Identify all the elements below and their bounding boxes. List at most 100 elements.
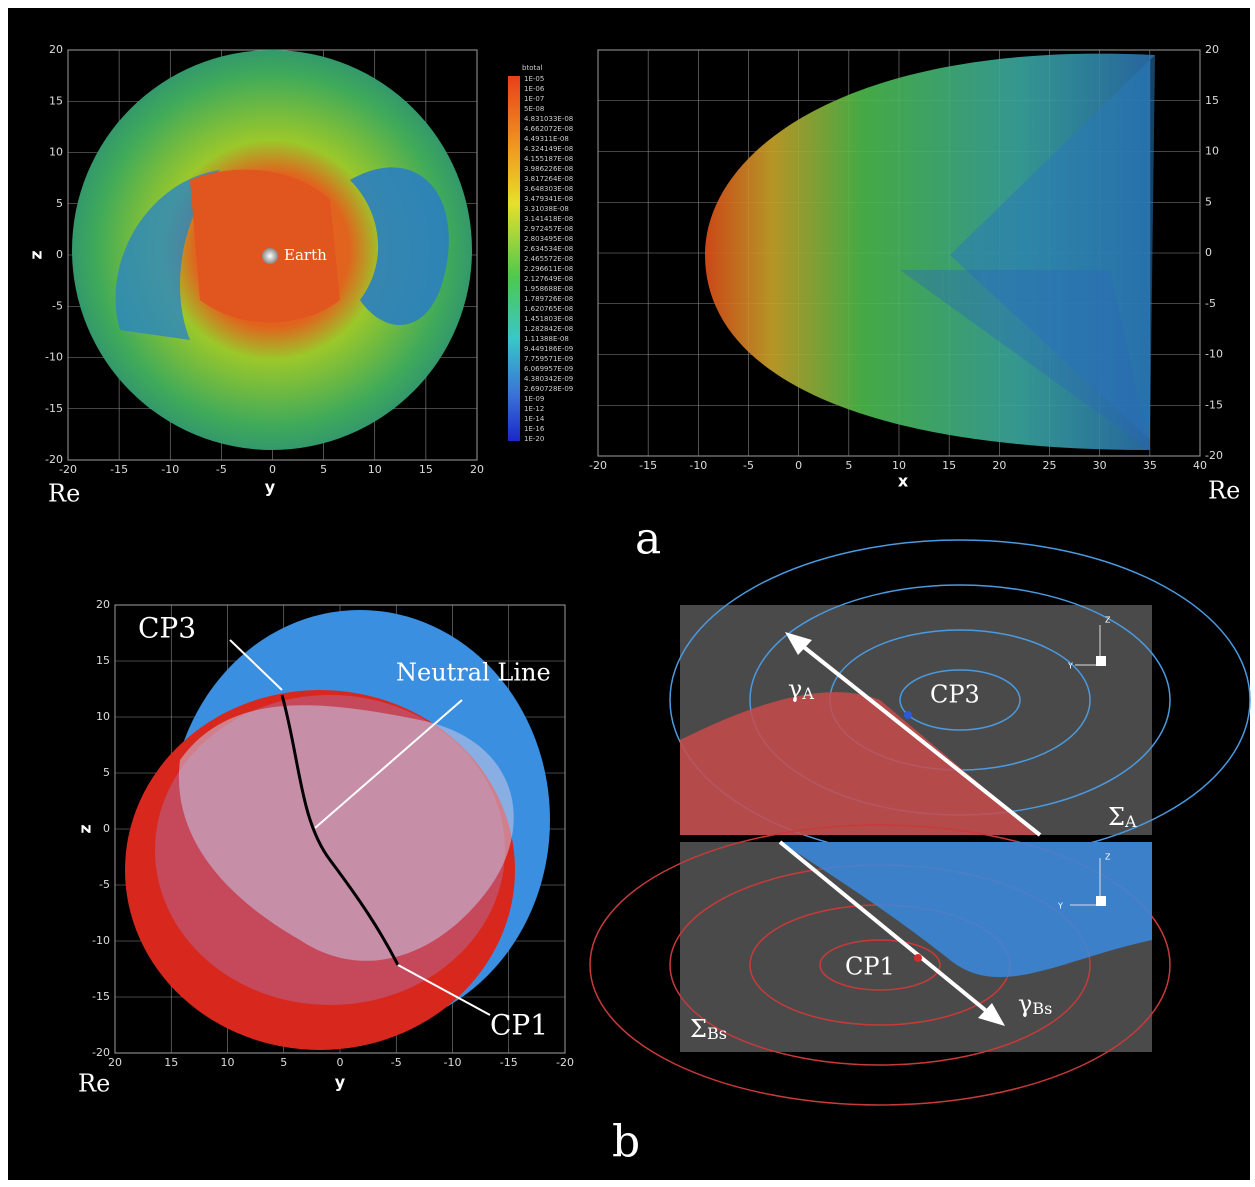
y-tick-label: -20 bbox=[1205, 449, 1223, 462]
y-axis-label: z bbox=[76, 824, 95, 833]
x-tick-label: 5 bbox=[280, 1056, 287, 1069]
y-tick-label: -15 bbox=[1205, 398, 1223, 411]
colorbar-label: 9.449186E-09 bbox=[524, 345, 573, 353]
colorbar-label: 1E-06 bbox=[524, 85, 545, 93]
y-tick-label: 20 bbox=[49, 43, 63, 56]
x-tick-label: 15 bbox=[419, 463, 433, 476]
x-tick-label: 10 bbox=[892, 459, 906, 472]
y-tick-label: 0 bbox=[1205, 246, 1212, 259]
colorbar-label: 3.648303E-08 bbox=[524, 185, 573, 193]
colorbar-label: 3.479341E-08 bbox=[524, 195, 573, 203]
x-tick-label: -20 bbox=[556, 1056, 574, 1069]
colorbar-title: btotal bbox=[522, 64, 543, 72]
colorbar-label: 1E-05 bbox=[524, 75, 544, 83]
earth-label: Earth bbox=[284, 246, 327, 264]
y-tick-label: 5 bbox=[56, 197, 63, 210]
x-tick-label: -15 bbox=[500, 1056, 518, 1069]
x-tick-label: -5 bbox=[391, 1056, 402, 1069]
x-tick-label: 15 bbox=[942, 459, 956, 472]
colorbar-label: 2.465572E-08 bbox=[524, 255, 573, 263]
colorbar-label: 4.380342E-09 bbox=[524, 375, 573, 383]
x-tick-label: 20 bbox=[108, 1056, 122, 1069]
x-tick-label: 0 bbox=[269, 463, 276, 476]
x-tick-label: -15 bbox=[110, 463, 128, 476]
colorbar-label: 2.690728E-09 bbox=[524, 385, 573, 393]
y-tick-label: -5 bbox=[99, 878, 110, 891]
y-tick-label: 15 bbox=[96, 654, 110, 667]
y-tick-label: 15 bbox=[1205, 94, 1219, 107]
y-tick-label: 20 bbox=[1205, 43, 1219, 56]
y-tick-label: -5 bbox=[1205, 297, 1216, 310]
colorbar-label: 1.282842E-08 bbox=[524, 325, 573, 333]
x-tick-label: 25 bbox=[1043, 459, 1057, 472]
colorbar-label: 1E-09 bbox=[524, 395, 544, 403]
y-tick-label: -10 bbox=[92, 934, 110, 947]
x-tick-label: 20 bbox=[992, 459, 1006, 472]
axis-label: Z bbox=[1105, 853, 1111, 862]
colorbar-label: 1E-07 bbox=[524, 95, 544, 103]
panel-label: b bbox=[612, 1117, 640, 1168]
unit-label: Re bbox=[1208, 477, 1240, 505]
x-axis-label: y bbox=[335, 1073, 346, 1092]
y-tick-label: 10 bbox=[96, 710, 110, 723]
annotation: CP3 bbox=[138, 612, 196, 645]
colorbar-label: 2.634534E-08 bbox=[524, 245, 573, 253]
y-tick-label: 0 bbox=[103, 822, 110, 835]
y-tick-label: 15 bbox=[49, 94, 63, 107]
y-tick-label: -15 bbox=[92, 990, 110, 1003]
colorbar-label: 6.069957E-09 bbox=[524, 365, 573, 373]
x-tick-label: 30 bbox=[1093, 459, 1107, 472]
colorbar-label: 2.296611E-08 bbox=[524, 265, 573, 273]
y-tick-label: -10 bbox=[1205, 348, 1223, 361]
colorbar-label: 3.986226E-08 bbox=[524, 165, 573, 173]
x-tick-label: 15 bbox=[164, 1056, 178, 1069]
colorbar-label: 1E-16 bbox=[524, 425, 545, 433]
x-tick-label: -10 bbox=[161, 463, 179, 476]
x-tick-label: -10 bbox=[689, 459, 707, 472]
colorbar-label: 1.958688E-08 bbox=[524, 285, 573, 293]
x-tick-label: -10 bbox=[444, 1056, 462, 1069]
y-tick-label: -20 bbox=[92, 1046, 110, 1059]
x-tick-label: -5 bbox=[743, 459, 754, 472]
x-axis-label: x bbox=[898, 472, 909, 491]
x-tick-label: 35 bbox=[1143, 459, 1157, 472]
colorbar-label: 4.49311E-08 bbox=[524, 135, 569, 143]
y-tick-label: 20 bbox=[96, 598, 110, 611]
axis-label: Y bbox=[1057, 902, 1063, 911]
colorbar-label: 4.831033E-08 bbox=[524, 115, 573, 123]
unit-label: Re bbox=[78, 1070, 110, 1098]
x-tick-label: 0 bbox=[795, 459, 802, 472]
colorbar-label: 2.127649E-08 bbox=[524, 275, 573, 283]
y-tick-label: 10 bbox=[49, 146, 63, 159]
x-axis-label: y bbox=[265, 478, 276, 497]
colorbar-label: 1E-12 bbox=[524, 405, 544, 413]
page: {"panel_a": {"label": "a", "left_plot": … bbox=[0, 0, 1255, 1187]
colorbar-label: 4.155187E-08 bbox=[524, 155, 573, 163]
colorbar-label: 7.759571E-09 bbox=[524, 355, 573, 363]
colorbar-label: 1E-20 bbox=[524, 435, 544, 443]
y-tick-label: 5 bbox=[1205, 195, 1212, 208]
colorbar-label: 2.972457E-08 bbox=[524, 225, 573, 233]
earth-marker bbox=[262, 248, 278, 264]
x-tick-label: -5 bbox=[216, 463, 227, 476]
point-label: CP3 bbox=[930, 681, 980, 709]
unit-label: Re bbox=[48, 480, 80, 508]
colorbar-label: 1.789726E-08 bbox=[524, 295, 573, 303]
annotation: Neutral Line bbox=[396, 659, 551, 687]
point-label: CP1 bbox=[845, 953, 895, 981]
x-tick-label: -15 bbox=[639, 459, 657, 472]
y-tick-label: -15 bbox=[45, 402, 63, 415]
colorbar-label: 1.11388E-08 bbox=[524, 335, 569, 343]
y-axis-label: z bbox=[27, 250, 46, 259]
colorbar-label: 4.662072E-08 bbox=[524, 125, 573, 133]
colorbar-label: 4.324149E-08 bbox=[524, 145, 573, 153]
colorbar-label: 3.141418E-08 bbox=[524, 215, 573, 223]
x-tick-label: 10 bbox=[368, 463, 382, 476]
colorbar-label: 2.803495E-08 bbox=[524, 235, 573, 243]
x-tick-label: -20 bbox=[589, 459, 607, 472]
axis-label: Z bbox=[1105, 616, 1111, 625]
y-tick-label: -5 bbox=[52, 299, 63, 312]
panel-label: a bbox=[635, 514, 661, 565]
x-tick-label: 20 bbox=[470, 463, 484, 476]
y-tick-label: 10 bbox=[1205, 145, 1219, 158]
